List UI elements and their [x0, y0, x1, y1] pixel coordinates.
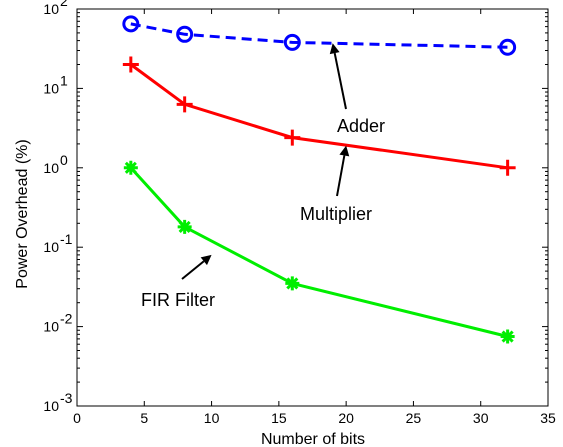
fir-filter-arrowhead — [200, 254, 212, 266]
y-tick-label: 10 — [43, 80, 59, 96]
x-tick-label: 20 — [338, 410, 354, 426]
fir-filter-point — [177, 219, 192, 234]
y-tick-label: 10 — [43, 1, 59, 17]
multiplier-point — [176, 96, 193, 113]
fir-filter-point — [123, 160, 138, 175]
adder-label: Adder — [337, 116, 385, 136]
y-tick-exponent: -1 — [60, 231, 73, 247]
data-series — [122, 15, 517, 344]
fir-filter-label: FIR Filter — [141, 290, 215, 310]
y-tick-label: 10 — [43, 319, 59, 335]
x-tick-label: 30 — [473, 410, 489, 426]
y-tick-exponent: -2 — [60, 311, 73, 327]
adder-point — [122, 15, 140, 33]
x-tick-label: 15 — [271, 410, 287, 426]
x-axis-label: Number of bits — [261, 431, 365, 447]
y-tick-exponent: 0 — [60, 152, 68, 168]
adder-arrowhead — [329, 43, 340, 55]
y-tick-label: 10 — [43, 239, 59, 255]
x-tick-label: 25 — [406, 410, 422, 426]
adder-point — [283, 33, 301, 51]
adder-arrow-shaft — [333, 52, 347, 110]
multiplier-point — [499, 159, 516, 176]
plot-frame — [76, 8, 549, 407]
x-tick-label: 5 — [140, 410, 148, 426]
x-tick-label: 35 — [540, 410, 556, 426]
multiplier-label: Multiplier — [300, 204, 372, 224]
multiplier-arrowhead — [339, 145, 350, 157]
y-tick-label: 10 — [43, 398, 59, 414]
adder-point — [176, 25, 194, 43]
x-tick-label: 10 — [204, 410, 220, 426]
multiplier-line — [129, 63, 508, 170]
fir-filter-point — [285, 276, 300, 291]
multiplier-point — [122, 56, 139, 73]
y-axis-label: Power Overhead (%) — [14, 139, 31, 288]
y-tick-label: 10 — [43, 160, 59, 176]
multiplier-arrow-shaft — [336, 155, 346, 197]
y-tick-exponent: 2 — [60, 0, 68, 9]
annotations: Adder Multiplier FIR Filter — [141, 43, 385, 310]
adder-point — [499, 38, 517, 56]
y-tick-exponent: 1 — [60, 72, 68, 88]
x-tick-label: 0 — [73, 410, 81, 426]
multiplier-point — [284, 129, 301, 146]
fir-filter-arrow-shaft — [181, 260, 205, 280]
fir-filter-point — [500, 329, 515, 344]
fir-filter-line — [129, 166, 508, 338]
y-tick-exponent: -3 — [60, 390, 73, 406]
